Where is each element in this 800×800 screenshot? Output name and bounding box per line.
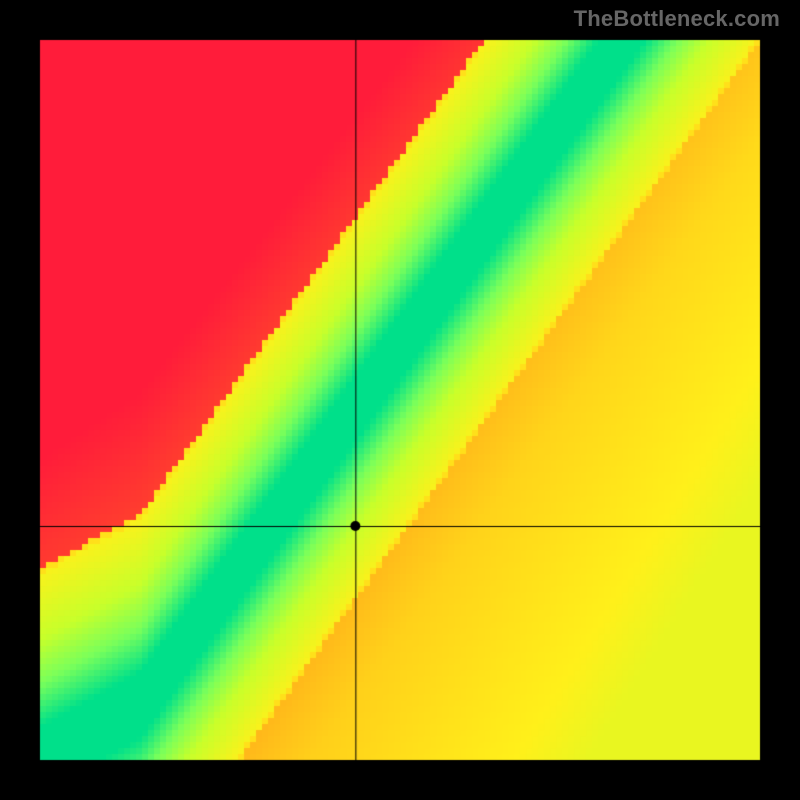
chart-frame: TheBottleneck.com [0, 0, 800, 800]
bottleneck-heatmap [0, 0, 800, 800]
watermark-label: TheBottleneck.com [574, 6, 780, 32]
